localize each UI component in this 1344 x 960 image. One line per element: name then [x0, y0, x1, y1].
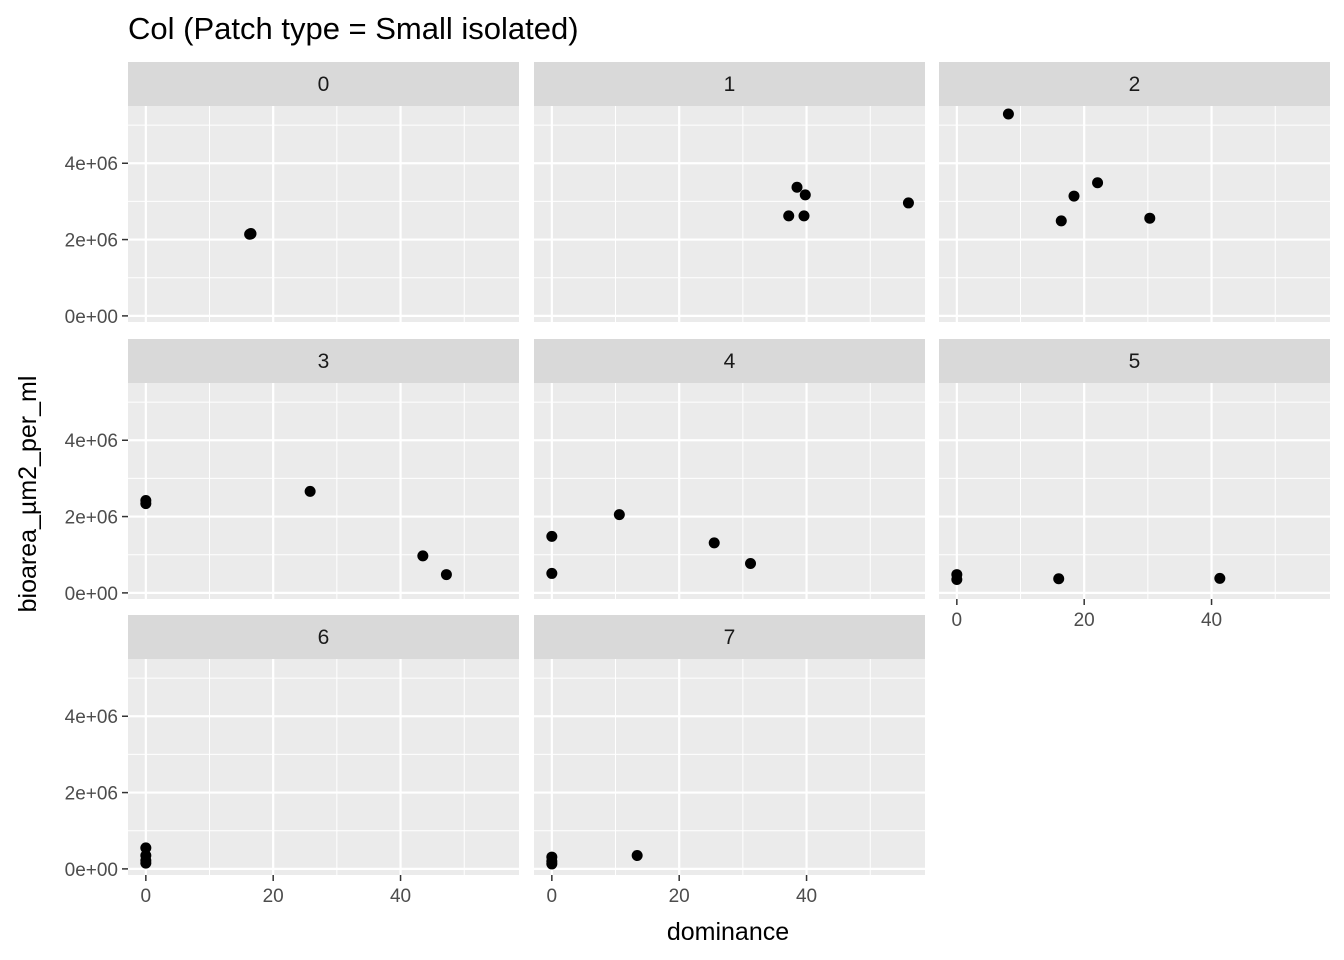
y-tick-label: 4e+06 — [65, 154, 118, 175]
x-tick-label: 20 — [669, 886, 690, 907]
facet-panel-4: 4 — [534, 339, 925, 599]
data-point — [1092, 177, 1104, 189]
data-point — [546, 567, 558, 579]
facet-strip — [128, 339, 519, 383]
data-point — [799, 189, 811, 201]
facet-panel-3: 3 0e+00 2e+06 4e+06 — [65, 339, 519, 605]
data-point — [1053, 573, 1065, 585]
data-point — [440, 569, 452, 581]
data-point — [1055, 215, 1067, 227]
data-point — [1214, 572, 1226, 584]
facet-panel-0: 0 0e+00 2e+06 4e+06 — [65, 62, 519, 328]
panel-background — [128, 383, 519, 599]
facet-panel-6: 6 0e+00 2e+06 4e+06 0 20 40 — [65, 615, 519, 907]
data-point — [613, 509, 625, 521]
facet-strip — [128, 615, 519, 659]
y-tick-label: 2e+06 — [65, 231, 118, 252]
facet-strip — [534, 62, 925, 106]
facet-strip — [939, 339, 1330, 383]
facet-strip-label: 6 — [318, 626, 330, 649]
x-tick-label: 0 — [547, 886, 558, 907]
facet-strip-label: 5 — [1129, 350, 1141, 373]
facet-strip-label: 7 — [724, 626, 736, 649]
panel-background — [128, 106, 519, 322]
data-point — [140, 842, 152, 854]
facet-strip-label: 3 — [318, 350, 330, 373]
data-point — [546, 858, 558, 870]
data-point — [304, 485, 316, 497]
facet-strip — [939, 62, 1330, 106]
facet-strip — [128, 62, 519, 106]
data-point — [783, 210, 795, 222]
data-point — [902, 197, 914, 209]
panel-background — [939, 383, 1330, 599]
x-tick-label: 0 — [952, 610, 963, 631]
y-tick-label: 4e+06 — [65, 707, 118, 728]
data-point — [1068, 190, 1080, 202]
data-point — [708, 537, 720, 549]
data-point — [244, 228, 256, 240]
x-tick-label: 40 — [390, 886, 411, 907]
facet-strip-label: 1 — [724, 73, 736, 96]
data-point — [745, 558, 757, 570]
data-point — [631, 850, 643, 862]
chart-title: Col (Patch type = Small isolated) — [128, 11, 579, 46]
facet-strip-label: 4 — [724, 350, 736, 373]
facet-panel-5: 5 0 20 40 — [939, 339, 1330, 631]
data-point — [546, 530, 558, 542]
facet-strip-label: 2 — [1129, 73, 1141, 96]
y-tick-label: 2e+06 — [65, 508, 118, 529]
y-tick-label: 0e+00 — [65, 860, 118, 881]
panel-background — [534, 383, 925, 599]
facet-strip — [534, 339, 925, 383]
y-tick-label: 0e+00 — [65, 307, 118, 328]
data-point — [798, 210, 810, 222]
facet-strip — [534, 615, 925, 659]
data-point — [791, 181, 803, 193]
facet-panel-1: 1 — [534, 62, 925, 322]
y-tick-label: 0e+00 — [65, 584, 118, 605]
y-axis-title: bioarea_µm2_per_ml — [14, 376, 42, 613]
panel-background — [128, 659, 519, 875]
x-tick-label: 40 — [1201, 610, 1222, 631]
data-point — [417, 550, 429, 562]
facet-panel-2: 2 — [939, 62, 1330, 322]
data-point — [1144, 212, 1156, 224]
data-point — [140, 857, 152, 869]
data-point — [951, 574, 963, 586]
facet-strip-label: 0 — [318, 73, 330, 96]
x-tick-label: 20 — [263, 886, 284, 907]
y-tick-label: 2e+06 — [65, 784, 118, 805]
panel-background — [939, 106, 1330, 322]
data-point — [1002, 108, 1014, 120]
facet-panels: 0 0e+00 2e+06 4e+06 1 2 3 0e+00 2e+06 4e+06 4 5 0 20 4… — [65, 62, 1330, 907]
facet-panel-7: 7 0 20 40 — [534, 615, 925, 907]
x-tick-label: 0 — [141, 886, 152, 907]
panel-background — [534, 659, 925, 875]
data-point — [140, 498, 152, 510]
panel-background — [534, 106, 925, 322]
x-tick-label: 20 — [1074, 610, 1095, 631]
x-tick-label: 40 — [796, 886, 817, 907]
y-tick-label: 4e+06 — [65, 431, 118, 452]
x-axis-title: dominance — [667, 918, 789, 946]
